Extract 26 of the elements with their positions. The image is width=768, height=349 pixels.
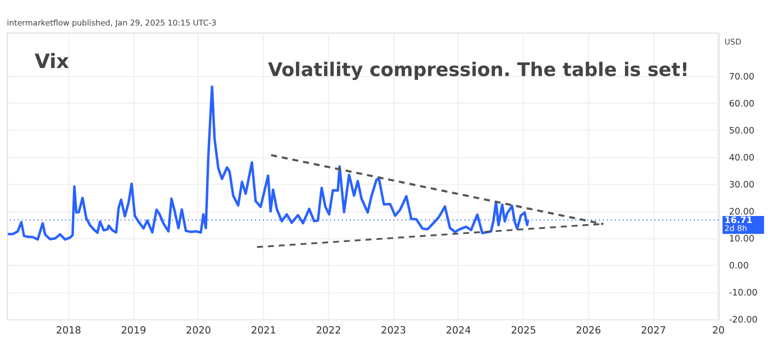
text: intermarketflow published, Jan 29, 2025 10:15 UTC-3 <box>6 18 216 28</box>
x-tick-label: 2023 <box>380 326 406 337</box>
x-tick-label: 2022 <box>316 326 342 337</box>
x-tick-label: 2021 <box>251 326 276 337</box>
x-tick-label: 2024 <box>446 326 471 337</box>
y-tick-label: -20.00 <box>728 316 758 326</box>
y-tick-label: 10.00 <box>728 234 755 245</box>
y-tick-label: 0.00 <box>728 262 750 272</box>
x-tick-label: 2027 <box>640 326 666 337</box>
y-tick-label: 60.00 <box>728 99 755 110</box>
y-tick-label: 40.00 <box>728 153 755 164</box>
x-tick-label: 2018 <box>56 326 82 337</box>
ref-line-label: 16.71 <box>724 216 753 226</box>
y-tick-label: 50.00 <box>728 126 755 136</box>
x-tick-label: 2025 <box>510 326 536 337</box>
text: USD <box>724 37 742 46</box>
text: Vix <box>34 50 70 74</box>
x-tick-label: 2026 <box>576 326 602 337</box>
y-tick-label: 30.00 <box>728 180 755 191</box>
y-tick-label: -10.00 <box>728 288 758 299</box>
text: 2d 8h <box>724 224 748 233</box>
y-tick-label: 70.00 <box>728 72 755 82</box>
x-tick-label: 2019 <box>120 326 146 337</box>
x-tick-label: 20 <box>712 326 725 337</box>
text: Volatility compression. The table is set! <box>268 60 689 82</box>
x-tick-label: 2020 <box>186 326 212 337</box>
